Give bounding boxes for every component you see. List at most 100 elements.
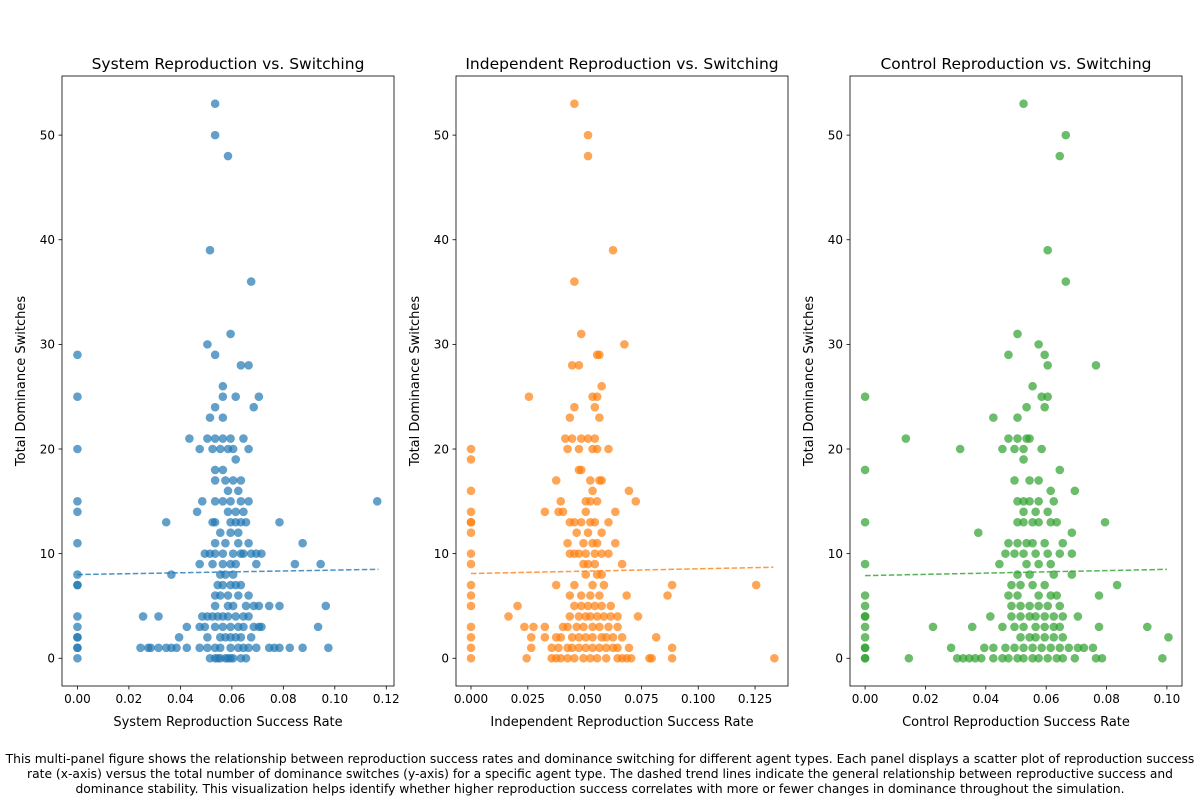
data-point bbox=[561, 434, 570, 443]
data-point bbox=[215, 444, 225, 454]
y-tick-label: 30 bbox=[828, 338, 843, 352]
data-point bbox=[579, 653, 588, 663]
data-point bbox=[210, 434, 220, 443]
y-axis-label: Total Dominance Switches bbox=[14, 296, 29, 467]
data-point bbox=[522, 653, 531, 663]
x-tick-label: 0.04 bbox=[167, 692, 194, 706]
data-point bbox=[524, 392, 534, 401]
data-point bbox=[244, 361, 253, 370]
data-point bbox=[647, 653, 656, 663]
data-point bbox=[595, 622, 604, 632]
data-point bbox=[1013, 434, 1022, 443]
data-point bbox=[1019, 622, 1028, 632]
data-point bbox=[1025, 476, 1034, 485]
data-point bbox=[466, 455, 476, 464]
data-point bbox=[570, 99, 579, 109]
data-point bbox=[1052, 517, 1062, 527]
data-point bbox=[252, 643, 261, 653]
data-point bbox=[1040, 580, 1049, 590]
data-point bbox=[526, 643, 536, 653]
data-point bbox=[967, 622, 977, 632]
data-point bbox=[1013, 329, 1022, 339]
data-point bbox=[973, 528, 983, 538]
data-point bbox=[215, 528, 225, 538]
data-point bbox=[540, 622, 550, 632]
x-tick-label: 0.02 bbox=[912, 692, 939, 706]
data-point bbox=[244, 538, 253, 548]
data-point bbox=[161, 517, 171, 527]
data-point bbox=[1025, 497, 1034, 506]
data-point bbox=[611, 507, 620, 517]
data-point bbox=[570, 580, 579, 590]
data-point bbox=[595, 413, 604, 422]
chart-title: Control Reproduction vs. Switching bbox=[880, 55, 1151, 73]
data-point bbox=[210, 465, 220, 475]
data-point bbox=[1013, 538, 1022, 548]
data-point bbox=[466, 580, 476, 590]
data-point bbox=[1040, 612, 1049, 621]
data-point bbox=[298, 643, 307, 653]
data-point bbox=[989, 653, 998, 663]
data-point bbox=[579, 538, 588, 548]
data-point bbox=[613, 643, 622, 653]
data-point bbox=[1112, 580, 1122, 590]
data-point bbox=[556, 497, 566, 506]
x-tick-label: 0.10 bbox=[1154, 692, 1181, 706]
y-tick-label: 40 bbox=[40, 233, 55, 247]
data-point bbox=[565, 612, 575, 621]
data-point bbox=[1013, 653, 1022, 663]
data-point bbox=[622, 591, 631, 600]
data-point bbox=[592, 392, 602, 401]
y-tick-label: 0 bbox=[441, 652, 449, 666]
data-point bbox=[1028, 381, 1037, 391]
data-point bbox=[590, 517, 600, 527]
data-point bbox=[1067, 549, 1077, 558]
data-point bbox=[1019, 507, 1028, 517]
data-point bbox=[604, 622, 613, 632]
data-point bbox=[574, 633, 584, 642]
axes-frame bbox=[455, 75, 789, 687]
data-point bbox=[1013, 497, 1022, 506]
data-point bbox=[257, 622, 266, 632]
data-point bbox=[1019, 497, 1028, 506]
x-tick-label: 0.02 bbox=[116, 692, 143, 706]
data-point bbox=[233, 528, 243, 538]
data-point bbox=[592, 497, 602, 506]
data-point bbox=[590, 559, 600, 569]
data-point bbox=[1019, 643, 1028, 653]
data-point bbox=[254, 392, 264, 401]
data-point bbox=[1046, 486, 1056, 496]
data-point bbox=[1022, 559, 1031, 569]
data-point bbox=[588, 486, 597, 496]
data-point bbox=[195, 643, 204, 653]
data-point bbox=[1058, 653, 1068, 663]
y-tick-label: 30 bbox=[40, 338, 55, 352]
data-point bbox=[588, 633, 597, 642]
data-point bbox=[986, 612, 995, 621]
data-point bbox=[1034, 653, 1043, 663]
data-point bbox=[998, 444, 1007, 454]
data-point bbox=[606, 601, 616, 611]
data-point bbox=[73, 392, 82, 401]
data-point bbox=[1028, 580, 1037, 590]
data-point bbox=[298, 538, 307, 548]
data-point bbox=[989, 643, 998, 653]
data-point bbox=[1010, 643, 1019, 653]
data-point bbox=[567, 643, 577, 653]
data-point bbox=[218, 392, 228, 401]
data-point bbox=[1019, 444, 1028, 454]
data-point bbox=[226, 643, 235, 653]
data-point bbox=[601, 643, 611, 653]
data-point bbox=[466, 528, 476, 538]
data-point bbox=[1164, 633, 1173, 642]
data-point bbox=[1052, 653, 1062, 663]
data-point bbox=[995, 559, 1004, 569]
data-point bbox=[1040, 350, 1049, 360]
y-tick-label: 20 bbox=[40, 442, 55, 456]
data-point bbox=[252, 559, 261, 569]
data-point bbox=[239, 622, 248, 632]
data-point bbox=[218, 413, 228, 422]
trend-line bbox=[470, 566, 774, 575]
y-tick-label: 20 bbox=[828, 442, 843, 456]
data-point bbox=[540, 507, 550, 517]
